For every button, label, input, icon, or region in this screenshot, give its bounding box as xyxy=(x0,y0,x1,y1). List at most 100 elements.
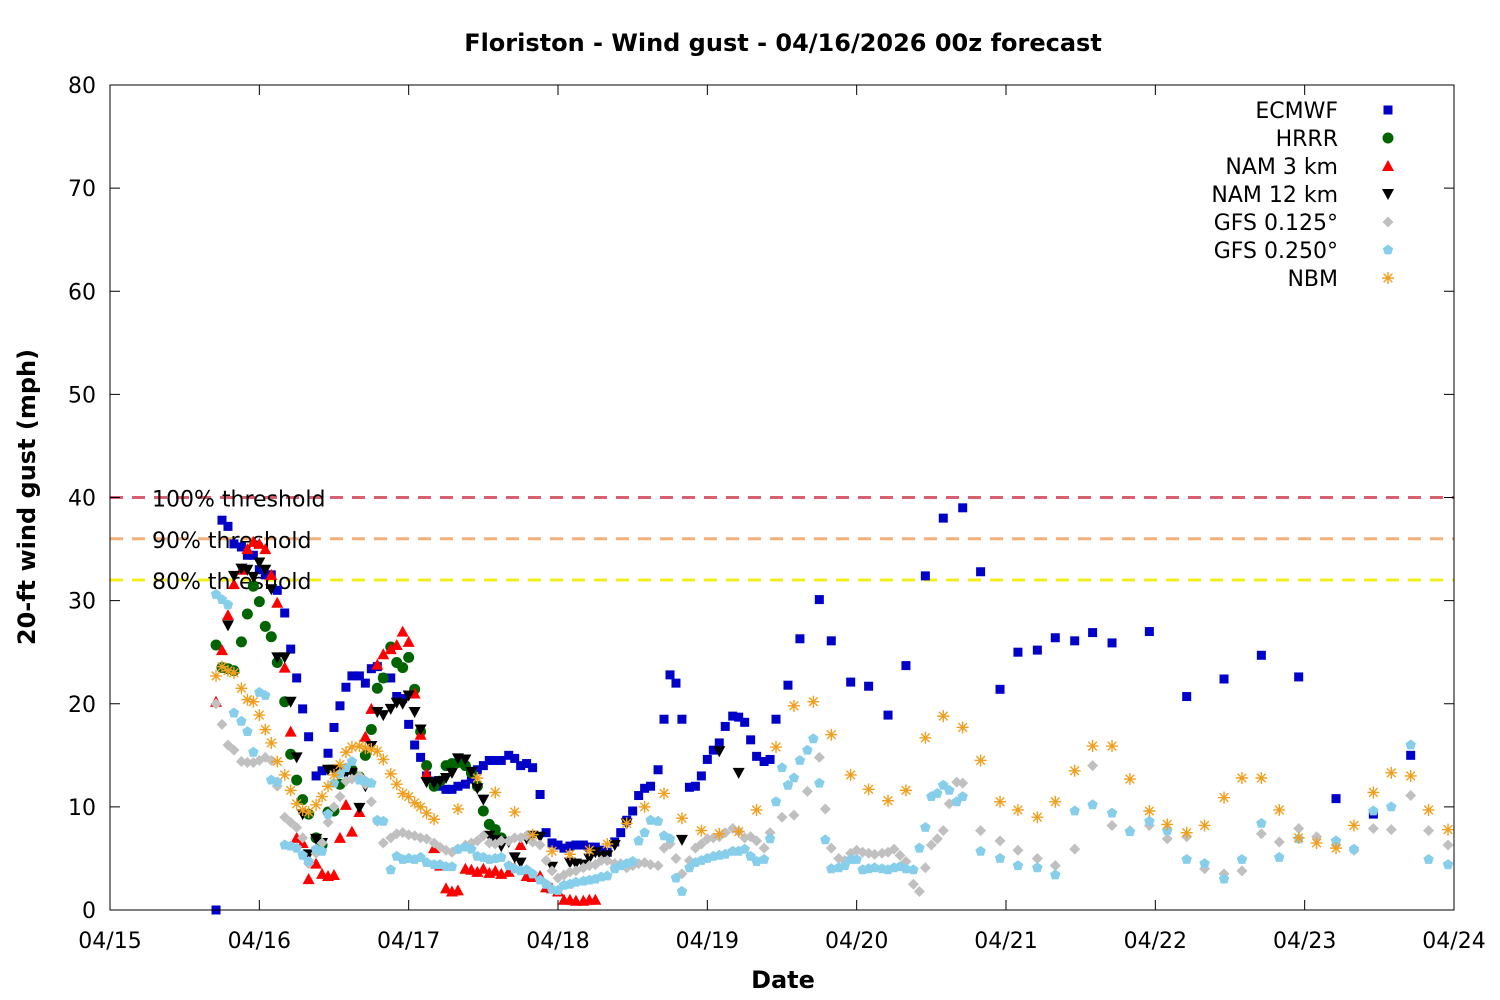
data-point xyxy=(958,503,968,513)
legend-label: ECMWF xyxy=(1255,99,1338,124)
data-point xyxy=(221,620,234,632)
data-point xyxy=(265,584,278,596)
data-point xyxy=(397,662,409,674)
data-point xyxy=(1049,860,1061,872)
data-point xyxy=(1031,852,1043,864)
data-point xyxy=(695,838,707,850)
data-point xyxy=(291,842,302,853)
data-point xyxy=(284,696,297,708)
data-point xyxy=(471,865,484,877)
x-tick-label: 04/23 xyxy=(1273,929,1336,954)
data-point xyxy=(398,694,408,704)
data-point xyxy=(420,767,433,779)
data-point xyxy=(919,862,931,874)
data-point xyxy=(1442,823,1455,836)
data-point xyxy=(931,833,943,845)
y-tick-label: 70 xyxy=(68,177,96,202)
data-point xyxy=(1330,835,1342,846)
data-point xyxy=(284,784,297,797)
data-point xyxy=(471,783,484,795)
data-point xyxy=(862,783,875,796)
data-point xyxy=(353,740,366,753)
y-tick-label: 80 xyxy=(68,74,96,99)
data-point xyxy=(851,854,862,864)
data-point xyxy=(1050,633,1060,643)
data-point xyxy=(286,644,296,654)
data-point xyxy=(1294,672,1304,682)
data-point xyxy=(1219,674,1229,684)
data-point xyxy=(583,844,596,857)
data-point xyxy=(451,884,464,896)
data-point xyxy=(253,537,266,549)
data-point xyxy=(328,777,340,788)
data-point xyxy=(471,835,483,847)
data-point xyxy=(601,838,614,850)
data-point xyxy=(335,701,345,711)
data-point xyxy=(1292,831,1305,844)
data-point xyxy=(1236,865,1248,877)
data-point xyxy=(210,588,222,599)
data-point xyxy=(826,636,836,646)
data-point xyxy=(1050,869,1061,880)
data-point xyxy=(1367,786,1380,799)
data-point xyxy=(216,594,228,604)
data-point xyxy=(210,698,222,710)
data-point xyxy=(541,828,551,838)
data-point xyxy=(728,711,738,721)
data-point xyxy=(346,756,358,766)
data-point xyxy=(526,828,539,841)
data-point xyxy=(595,855,607,866)
data-point xyxy=(360,678,370,688)
data-point xyxy=(253,557,266,569)
data-point xyxy=(808,733,819,744)
data-point xyxy=(675,834,688,846)
data-point xyxy=(1143,805,1156,817)
data-point xyxy=(291,822,303,833)
data-point xyxy=(596,845,606,855)
data-point xyxy=(371,745,384,758)
data-point xyxy=(410,740,420,750)
data-point xyxy=(956,721,969,734)
data-point xyxy=(297,794,309,806)
data-point xyxy=(1123,773,1136,786)
data-point xyxy=(310,798,323,811)
data-point xyxy=(1161,833,1173,845)
data-point xyxy=(571,840,581,850)
data-point xyxy=(801,785,813,797)
data-point xyxy=(408,796,421,809)
data-point xyxy=(787,699,800,712)
data-point xyxy=(402,635,415,647)
data-point xyxy=(1144,815,1155,826)
data-point xyxy=(333,831,346,843)
data-point xyxy=(994,835,1006,847)
data-point xyxy=(496,755,506,765)
data-point xyxy=(645,814,656,825)
data-point xyxy=(846,677,856,687)
data-point xyxy=(1106,740,1119,753)
data-point xyxy=(365,724,377,736)
legend: ECMWF HRRR NAM 3 km NAM 12 km GFS 0.125° GFS … xyxy=(1211,99,1394,292)
data-point xyxy=(1273,836,1285,848)
data-point xyxy=(652,815,664,826)
data-point xyxy=(540,855,552,866)
data-point xyxy=(1161,818,1174,831)
data-point xyxy=(732,825,745,838)
data-point xyxy=(751,835,763,847)
legend-marker xyxy=(1383,105,1393,115)
data-point xyxy=(932,788,943,798)
data-point xyxy=(758,842,770,854)
data-point xyxy=(1013,647,1023,657)
data-point xyxy=(914,842,925,853)
y-tick-label: 40 xyxy=(68,487,96,512)
data-point xyxy=(802,744,813,755)
data-point xyxy=(504,750,514,760)
data-point xyxy=(565,841,575,851)
legend-marker xyxy=(1382,132,1394,144)
data-point xyxy=(758,854,770,864)
data-point xyxy=(502,865,515,877)
data-point xyxy=(1087,760,1099,772)
data-point xyxy=(638,800,651,813)
data-point xyxy=(1070,636,1080,646)
data-point xyxy=(271,755,284,768)
data-point xyxy=(1180,826,1193,839)
